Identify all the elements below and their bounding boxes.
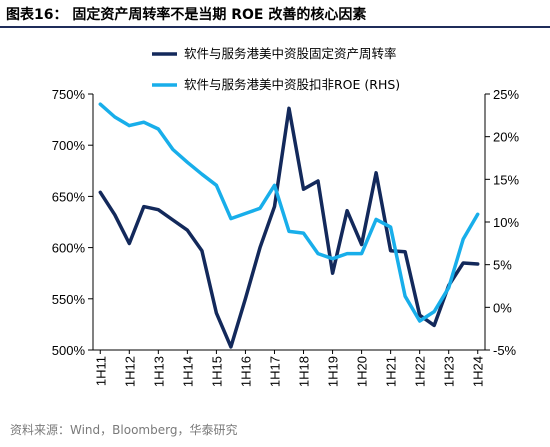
- right-tick-label: 5%: [493, 258, 512, 273]
- x-tick-label: 1H13: [151, 356, 166, 387]
- series-line-fixed-asset-turnover: [98, 106, 480, 349]
- right-tick-label: 15%: [493, 172, 519, 187]
- series-line-roe: [98, 102, 480, 323]
- chart-title: 图表16： 固定资产周转率不是当期 ROE 改善的核心因素: [6, 7, 367, 23]
- left-tick-label: 750%: [52, 87, 86, 102]
- right-tick-label: 20%: [493, 130, 519, 145]
- legend-label-roe: 软件与服务港美中资股扣非ROE (RHS): [184, 77, 400, 92]
- x-tick-label: 1H18: [297, 356, 312, 387]
- legend-label-fixed-asset-turnover: 软件与服务港美中资股固定资产周转率: [184, 46, 397, 61]
- title-divider: [0, 26, 550, 28]
- left-tick-label: 550%: [52, 292, 86, 307]
- right-tick-label: 25%: [493, 87, 519, 102]
- x-tick-label: 1H19: [326, 356, 341, 387]
- right-tick-label: -5%: [493, 343, 517, 358]
- left-tick-label: 500%: [52, 343, 86, 358]
- x-tick-label: 1H15: [209, 356, 224, 387]
- left-tick-label: 600%: [52, 241, 86, 256]
- left-tick-label: 700%: [52, 138, 86, 153]
- x-tick-label: 1H23: [442, 356, 457, 387]
- x-tick-label: 1H24: [471, 356, 486, 387]
- x-tick-label: 1H22: [413, 356, 428, 387]
- x-tick-label: 1H21: [384, 356, 399, 387]
- source-note: 资料来源：Wind，Bloomberg，华泰研究: [10, 423, 238, 437]
- x-tick-label: 1H17: [267, 356, 282, 387]
- x-tick-label: 1H12: [122, 356, 137, 387]
- x-axis-ticks: 1H11 1H12 1H13 1H14 1H15 1H16 1H17 1H18 1H19 1H20…: [93, 350, 486, 387]
- right-tick-label: 0%: [493, 300, 512, 315]
- right-axis-ticks: -5% 0% 5% 10% 15% 20% 25%: [485, 87, 519, 358]
- x-tick-label: 1H20: [355, 356, 370, 387]
- legend: 软件与服务港美中资股固定资产周转率 软件与服务港美中资股扣非ROE (RHS): [152, 46, 400, 92]
- left-tick-label: 650%: [52, 189, 86, 204]
- left-axis-ticks: 500% 550% 600% 650% 700% 750%: [52, 87, 93, 358]
- x-tick-label: 1H14: [180, 356, 195, 387]
- x-tick-label: 1H11: [93, 356, 108, 386]
- right-tick-label: 10%: [493, 215, 519, 230]
- x-tick-label: 1H16: [238, 356, 253, 387]
- axes: [92, 94, 486, 351]
- series-lines: [98, 102, 480, 349]
